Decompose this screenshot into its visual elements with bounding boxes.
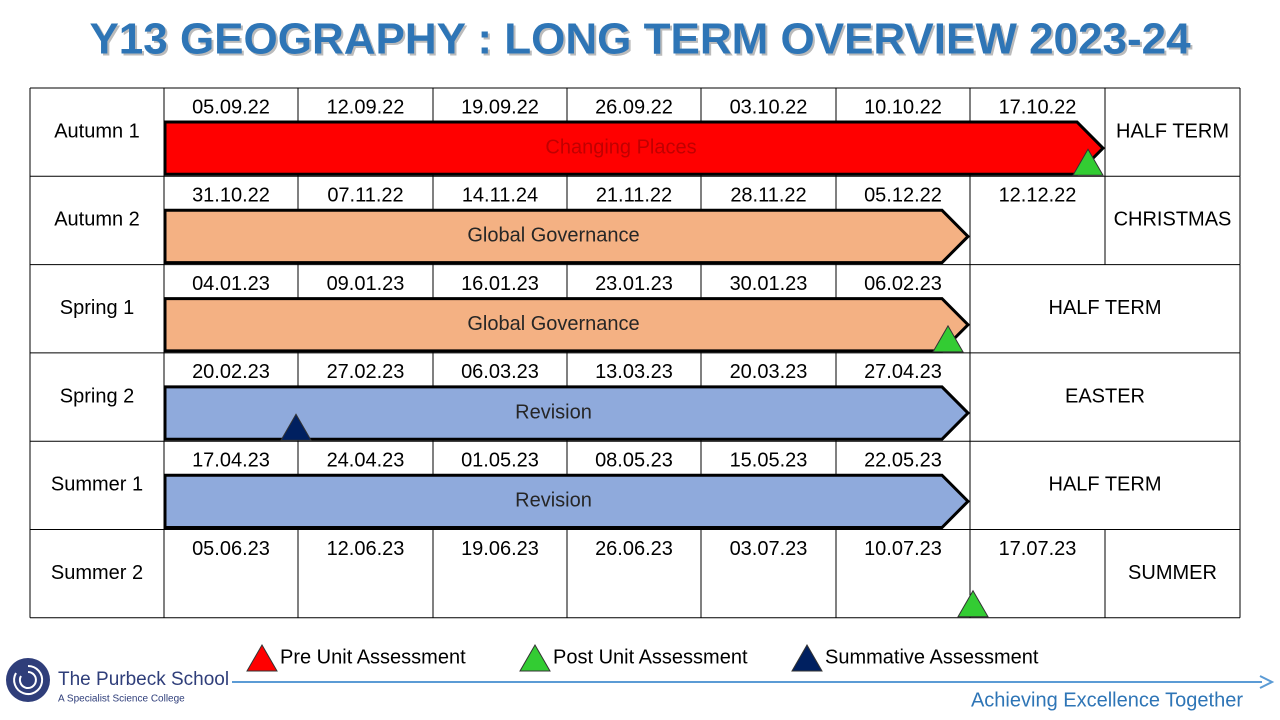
assessment-marker bbox=[1072, 148, 1104, 176]
unit-label: Revision bbox=[515, 490, 592, 512]
week-date: 26.09.22 bbox=[595, 96, 673, 118]
week-date: 27.04.23 bbox=[864, 361, 942, 383]
term-label: Spring 2 bbox=[60, 385, 135, 407]
week-date: 22.05.23 bbox=[864, 449, 942, 471]
school-subtitle: A Specialist Science College bbox=[58, 694, 185, 705]
assessment-marker bbox=[957, 589, 989, 618]
holiday-label: HALF TERM bbox=[1049, 474, 1162, 496]
unit-label: Global Governance bbox=[467, 313, 639, 335]
assessment-marker bbox=[280, 413, 312, 441]
footer-arrow bbox=[1259, 675, 1275, 689]
week-date: 31.10.22 bbox=[192, 185, 270, 207]
legend-label: Post Unit Assessment bbox=[553, 646, 748, 668]
legend-label: Summative Assessment bbox=[825, 646, 1039, 668]
unit-label: Changing Places bbox=[545, 136, 696, 158]
week-date: 05.09.22 bbox=[192, 96, 270, 118]
week-date: 17.07.23 bbox=[999, 538, 1077, 560]
week-date: 13.03.23 bbox=[595, 361, 673, 383]
week-date: 26.06.23 bbox=[595, 538, 673, 560]
legend-marker bbox=[791, 643, 823, 672]
logo-shell bbox=[6, 658, 50, 702]
unit-bar bbox=[163, 473, 971, 529]
week-date: 14.11.24 bbox=[462, 185, 538, 207]
week-date: 28.11.22 bbox=[730, 185, 806, 207]
holiday-label: EASTER bbox=[1065, 385, 1145, 407]
week-date: 15.05.23 bbox=[730, 449, 808, 471]
legend-marker bbox=[246, 643, 278, 672]
week-date: 23.01.23 bbox=[595, 273, 673, 295]
week-date: 21.11.22 bbox=[596, 185, 672, 207]
week-date: 04.01.23 bbox=[192, 273, 270, 295]
motto: Achieving Excellence Together bbox=[971, 689, 1243, 711]
term-label: Autumn 2 bbox=[54, 209, 140, 231]
logo-swirl bbox=[13, 664, 44, 695]
week-date: 24.04.23 bbox=[327, 449, 405, 471]
holiday-label: HALF TERM bbox=[1049, 297, 1162, 319]
week-date: 05.12.22 bbox=[864, 185, 942, 207]
week-date: 16.01.23 bbox=[461, 273, 539, 295]
week-date: 01.05.23 bbox=[461, 449, 539, 471]
assessment-marker bbox=[932, 324, 964, 353]
term-label: Summer 2 bbox=[51, 562, 143, 584]
term-label: Autumn 1 bbox=[54, 120, 140, 142]
week-date: 06.02.23 bbox=[864, 273, 942, 295]
title: Y13 GEOGRAPHY : LONG TERM OVERVIEW 2023-… bbox=[89, 15, 1191, 64]
term-label: Summer 1 bbox=[51, 474, 143, 496]
week-date: 08.05.23 bbox=[595, 449, 673, 471]
week-date: 20.02.23 bbox=[192, 361, 270, 383]
week-date: 12.09.22 bbox=[327, 96, 405, 118]
week-date: 19.06.23 bbox=[461, 538, 539, 560]
week-date: 03.07.23 bbox=[730, 538, 808, 560]
unit-bar bbox=[163, 208, 971, 265]
holiday-label: HALF TERM bbox=[1116, 120, 1229, 142]
week-date: 12.12.22 bbox=[999, 185, 1077, 207]
unit-bar bbox=[163, 385, 971, 441]
holiday-label: CHRISTMAS bbox=[1114, 209, 1232, 231]
term-label: Spring 1 bbox=[60, 297, 135, 319]
week-date: 17.10.22 bbox=[999, 96, 1077, 118]
logo bbox=[6, 658, 50, 702]
week-date: 10.10.22 bbox=[864, 96, 942, 118]
week-date: 06.03.23 bbox=[461, 361, 539, 383]
week-date: 12.06.23 bbox=[327, 538, 405, 560]
week-date: 07.11.22 bbox=[327, 185, 403, 207]
unit-label: Revision bbox=[515, 401, 592, 423]
week-date: 03.10.22 bbox=[730, 96, 808, 118]
week-date: 20.03.23 bbox=[730, 361, 808, 383]
holiday-label: SUMMER bbox=[1128, 562, 1217, 584]
week-date: 19.09.22 bbox=[461, 96, 539, 118]
week-date: 27.02.23 bbox=[327, 361, 405, 383]
unit-label: Global Governance bbox=[467, 225, 639, 247]
week-date: 30.01.23 bbox=[730, 273, 808, 295]
legend-marker bbox=[519, 643, 551, 672]
week-date: 05.06.23 bbox=[192, 538, 270, 560]
title-shadow: Y13 GEOGRAPHY : LONG TERM OVERVIEW 2023-… bbox=[91, 17, 1193, 66]
legend-label: Pre Unit Assessment bbox=[280, 646, 466, 668]
week-date: 10.07.23 bbox=[864, 538, 942, 560]
week-date: 09.01.23 bbox=[327, 273, 405, 295]
school-name: The Purbeck School bbox=[58, 669, 229, 690]
week-date: 17.04.23 bbox=[192, 449, 270, 471]
